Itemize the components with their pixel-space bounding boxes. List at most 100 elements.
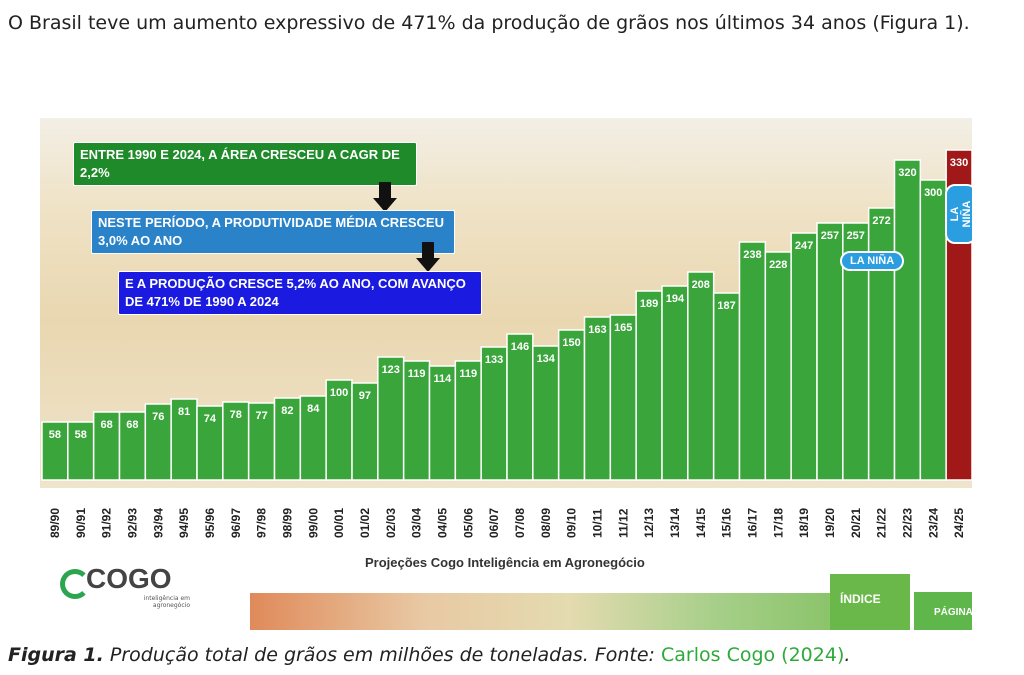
- bar-22/23: [893, 159, 922, 481]
- bar-92/93: [118, 411, 147, 481]
- data-label: 100: [330, 387, 348, 399]
- bar-03/04: [402, 360, 431, 481]
- x-tick-label: 05/06: [461, 508, 475, 538]
- x-tick-label: 18/19: [797, 508, 811, 538]
- data-label: 208: [692, 279, 710, 291]
- x-tick-label: 24/25: [952, 508, 966, 538]
- data-label: 272: [872, 215, 890, 227]
- caption-end: .: [844, 644, 851, 666]
- bar-89/90: [41, 421, 69, 481]
- x-tick-label: 95/96: [203, 508, 217, 538]
- x-tick-label: 19/20: [823, 508, 837, 538]
- bar-21/22: [867, 207, 896, 481]
- x-tick-label: 08/09: [539, 508, 553, 538]
- data-label: 257: [821, 230, 839, 242]
- data-label: 330: [950, 157, 968, 169]
- x-tick-label: 07/08: [513, 508, 527, 538]
- bar-06/07: [480, 346, 508, 481]
- bar-01/02: [351, 382, 379, 481]
- data-label: 320: [898, 167, 916, 179]
- bar-97/98: [247, 402, 276, 481]
- logo-mark-icon: [60, 569, 90, 599]
- x-tick-label: 91/92: [100, 508, 114, 538]
- x-tick-label: 99/00: [306, 508, 320, 538]
- x-tick-label: 03/04: [410, 508, 424, 538]
- data-label: 134: [537, 353, 556, 365]
- callout-production-growth: E A PRODUÇÃO CRESCE 5,2% AO ANO, COM AVA…: [118, 271, 482, 315]
- x-tick-label: 09/10: [565, 508, 579, 538]
- data-label: 238: [743, 249, 761, 261]
- data-label: 74: [204, 413, 217, 425]
- page-number-label: PÁGINA 19: [914, 592, 972, 630]
- data-label: 82: [281, 405, 293, 417]
- bar-16/17: [738, 241, 767, 481]
- la-nina-badge-vertical: LA NIÑA: [945, 184, 972, 244]
- x-tick-label: 01/02: [358, 508, 372, 538]
- x-tick-label: 11/12: [616, 508, 630, 538]
- bar-93/94: [144, 403, 172, 481]
- x-tick-label: 92/93: [125, 508, 139, 538]
- data-label: 150: [562, 337, 580, 349]
- grains-banner-image: [250, 593, 830, 630]
- caption-text: Produção total de grãos em milhões de to…: [103, 644, 661, 666]
- data-label: 146: [511, 341, 529, 353]
- bar-95/96: [196, 405, 224, 481]
- indice-button[interactable]: ÍNDICE: [830, 574, 910, 630]
- x-tick-label: 98/99: [280, 508, 294, 538]
- callout-productivity-growth: NESTE PERÍODO, A PRODUTIVIDADE MÉDIA CRE…: [91, 210, 455, 254]
- source-link[interactable]: Carlos Cogo (2024): [661, 644, 845, 666]
- data-label: 68: [126, 419, 138, 431]
- data-label: 119: [408, 368, 426, 380]
- data-label: 76: [152, 411, 164, 423]
- data-label: 163: [588, 324, 606, 336]
- x-tick-label: 20/21: [849, 508, 863, 538]
- bar-07/08: [506, 333, 534, 481]
- bar-08/09: [532, 345, 560, 481]
- data-label: 133: [485, 354, 503, 366]
- x-tick-label: 14/15: [694, 508, 708, 538]
- bar-09/10: [557, 329, 586, 481]
- bar-10/11: [583, 316, 612, 481]
- la-nina-badge: LA NIÑA: [840, 251, 905, 271]
- bar-18/19: [790, 232, 818, 481]
- bar-15/16: [712, 292, 741, 481]
- bar-17/18: [764, 251, 792, 481]
- bar-14/15: [687, 271, 715, 481]
- x-tick-label: 00/01: [332, 508, 346, 538]
- bar-02/03: [377, 356, 405, 481]
- caption-label: Figura 1.: [8, 644, 104, 666]
- x-tick-label: 89/90: [48, 508, 62, 538]
- x-tick-label: 06/07: [487, 508, 501, 538]
- figure-1: 58 89/90 58 90/91 68 91/92 68 92/93 76 93/94 81 94/…: [40, 118, 972, 630]
- bar-99/00: [299, 395, 327, 481]
- x-tick-label: 04/05: [435, 508, 449, 538]
- bar-90/91: [67, 421, 95, 481]
- x-tick-label: 22/23: [900, 508, 914, 538]
- data-label: 77: [255, 410, 267, 422]
- x-tick-label: 10/11: [590, 508, 604, 538]
- bar-98/99: [273, 397, 302, 481]
- data-label: 189: [640, 298, 658, 310]
- data-label: 123: [382, 364, 400, 376]
- bar-19/20: [816, 222, 844, 481]
- x-tick-label: 94/95: [177, 508, 191, 538]
- x-tick-label: 16/17: [745, 508, 759, 538]
- data-label: 78: [230, 409, 242, 421]
- data-label: 187: [717, 300, 735, 312]
- bar-11/12: [609, 314, 637, 481]
- data-label: 119: [459, 368, 477, 380]
- arrow-down-icon: [373, 182, 397, 212]
- x-tick-label: 21/22: [875, 508, 889, 538]
- x-tick-label: 97/98: [255, 508, 269, 538]
- data-label: 257: [847, 230, 865, 242]
- data-label: 194: [666, 293, 685, 305]
- x-tick-label: 13/14: [668, 508, 682, 538]
- x-tick-label: 90/91: [74, 508, 88, 538]
- production-bar-chart: 58 89/90 58 90/91 68 91/92 68 92/93 76 93/94 81 94/…: [41, 149, 972, 538]
- x-tick-label: 17/18: [771, 508, 785, 538]
- data-label: 81: [178, 406, 190, 418]
- figure-caption: Figura 1. Produção total de grãos em mil…: [8, 644, 850, 666]
- bar-00/01: [325, 379, 353, 481]
- chart-source-subtitle: Projeções Cogo Inteligência em Agronegóc…: [365, 555, 645, 570]
- cogo-logo: COGO inteligência em agronegócio: [60, 563, 190, 613]
